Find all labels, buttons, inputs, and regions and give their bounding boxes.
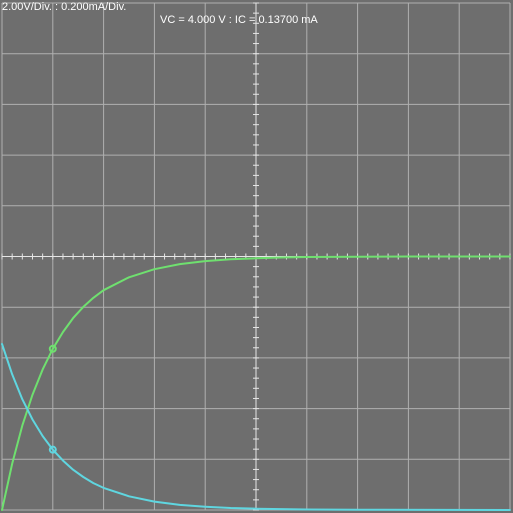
- cursor-marker-series-1: [48, 445, 57, 454]
- curve-series-0: [1, 255, 511, 511]
- curves: [1, 255, 511, 511]
- cursor-markers: [48, 344, 57, 454]
- curve-series-1: [1, 343, 511, 511]
- scale-label: 2.00V/Div. : 0.200mA/Div.: [2, 1, 126, 13]
- cursor-marker-series-0: [48, 344, 57, 353]
- readout-label: VC = 4.000 V : IC = 0.13700 mA: [160, 14, 318, 26]
